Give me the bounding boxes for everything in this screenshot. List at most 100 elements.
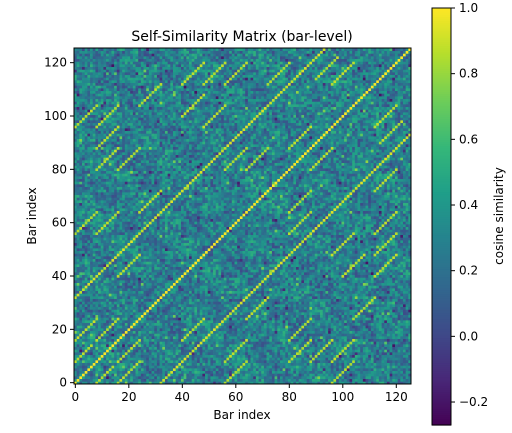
heatmap-cell bbox=[135, 290, 139, 294]
heatmap-cell bbox=[199, 336, 203, 340]
heatmap-cell bbox=[199, 368, 203, 372]
heatmap-cell bbox=[156, 296, 160, 300]
heatmap-cell bbox=[175, 282, 179, 286]
heatmap-cell bbox=[237, 378, 241, 382]
heatmap-cell bbox=[223, 290, 227, 294]
heatmap-cell bbox=[274, 333, 278, 337]
heatmap-cell bbox=[400, 306, 404, 310]
heatmap-cell bbox=[162, 282, 166, 286]
heatmap-cell bbox=[82, 277, 86, 281]
heatmap-cell bbox=[194, 362, 198, 366]
heatmap-cell bbox=[199, 293, 203, 297]
heatmap-cell bbox=[250, 322, 254, 326]
heatmap-cell bbox=[277, 336, 281, 340]
heatmap-cell bbox=[154, 277, 158, 281]
heatmap-cell bbox=[178, 330, 182, 334]
heatmap-cell bbox=[210, 368, 214, 372]
heatmap-cell bbox=[178, 344, 182, 348]
heatmap-cell bbox=[370, 296, 374, 300]
heatmap-cell bbox=[293, 325, 297, 329]
heatmap-cell bbox=[98, 314, 102, 318]
heatmap-cell bbox=[205, 330, 209, 334]
heatmap-cell bbox=[266, 349, 270, 353]
heatmap-cell bbox=[287, 293, 291, 297]
heatmap-cell bbox=[114, 341, 118, 345]
heatmap-cell bbox=[287, 298, 291, 302]
heatmap-cell bbox=[162, 285, 166, 289]
heatmap-cell bbox=[154, 312, 158, 316]
heatmap-cell bbox=[186, 304, 190, 308]
heatmap-cell bbox=[365, 349, 369, 353]
heatmap-cell bbox=[213, 370, 217, 374]
heatmap-cell bbox=[143, 282, 147, 286]
heatmap-cell bbox=[103, 296, 107, 300]
heatmap-cell bbox=[360, 341, 364, 345]
heatmap-cell bbox=[266, 312, 270, 316]
heatmap-cell bbox=[162, 376, 166, 380]
heatmap-cell bbox=[146, 325, 150, 329]
heatmap-cell bbox=[325, 349, 329, 353]
heatmap-cell bbox=[247, 346, 251, 350]
heatmap-cell bbox=[116, 338, 120, 342]
heatmap-cell bbox=[79, 378, 83, 382]
heatmap-cell bbox=[306, 352, 310, 356]
heatmap-cell bbox=[290, 349, 294, 353]
heatmap-cell bbox=[130, 373, 134, 377]
heatmap-cell bbox=[156, 306, 160, 310]
heatmap-cell bbox=[325, 381, 329, 385]
heatmap-cell bbox=[389, 381, 393, 385]
heatmap-cell bbox=[293, 333, 297, 337]
heatmap-cell bbox=[186, 368, 190, 372]
heatmap-cell bbox=[164, 381, 168, 385]
heatmap-cell bbox=[330, 301, 334, 305]
heatmap-cell bbox=[229, 304, 233, 308]
heatmap-cell bbox=[111, 373, 115, 377]
heatmap-cell bbox=[231, 333, 235, 337]
heatmap-cell bbox=[295, 312, 300, 316]
heatmap-cell bbox=[245, 365, 249, 369]
heatmap-cell bbox=[164, 378, 168, 382]
heatmap-cell bbox=[213, 357, 217, 361]
heatmap-cell bbox=[124, 306, 128, 310]
heatmap-cell bbox=[111, 352, 115, 356]
heatmap-cell bbox=[247, 322, 251, 326]
heatmap-cell bbox=[373, 280, 377, 284]
heatmap-cell bbox=[146, 309, 150, 313]
heatmap-cell bbox=[408, 317, 412, 321]
heatmap-cell bbox=[119, 373, 123, 377]
heatmap-cell bbox=[312, 309, 316, 313]
heatmap-cell bbox=[103, 360, 107, 364]
heatmap-cell bbox=[194, 341, 198, 345]
heatmap-cell bbox=[221, 344, 225, 348]
heatmap-cell bbox=[269, 285, 273, 289]
heatmap-cell bbox=[114, 320, 118, 324]
heatmap-cell bbox=[111, 317, 115, 321]
heatmap-cell bbox=[84, 280, 88, 284]
heatmap-cell bbox=[266, 288, 270, 292]
heatmap-cell bbox=[346, 370, 350, 374]
heatmap-cell bbox=[274, 280, 278, 284]
heatmap-cell bbox=[253, 306, 257, 310]
heatmap-cell bbox=[282, 280, 286, 284]
heatmap-cell bbox=[344, 280, 348, 284]
heatmap-cell bbox=[180, 373, 184, 377]
heatmap-cell bbox=[90, 349, 94, 353]
heatmap-cell bbox=[127, 322, 131, 326]
heatmap-cell bbox=[213, 362, 217, 366]
heatmap-cell bbox=[322, 298, 326, 302]
heatmap-cell bbox=[242, 304, 246, 308]
heatmap-cell bbox=[229, 357, 233, 361]
heatmap-cell bbox=[130, 320, 134, 324]
heatmap-cell bbox=[298, 328, 302, 332]
heatmap-cell bbox=[320, 365, 324, 369]
heatmap-cell bbox=[124, 365, 128, 369]
heatmap-cell bbox=[298, 360, 302, 364]
heatmap-cell bbox=[344, 293, 348, 297]
heatmap-cell bbox=[322, 362, 326, 366]
heatmap-cell bbox=[226, 357, 230, 361]
heatmap-cell bbox=[175, 285, 179, 289]
heatmap-cell bbox=[146, 341, 150, 345]
heatmap-cell bbox=[170, 293, 174, 297]
heatmap-cell bbox=[325, 282, 329, 286]
heatmap-cell bbox=[154, 341, 158, 345]
